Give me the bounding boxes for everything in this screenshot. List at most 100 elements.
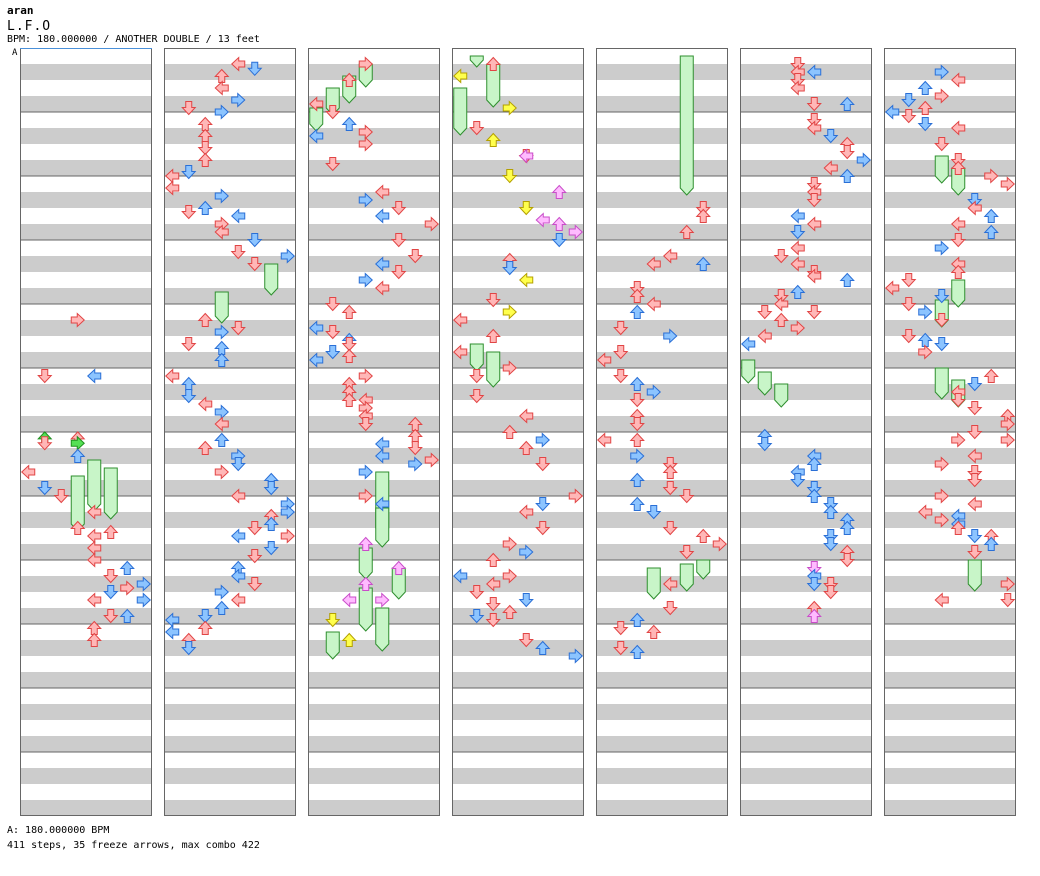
beat-stripe [452, 416, 584, 432]
beat-stripe [20, 512, 152, 528]
beat-stripe [452, 768, 584, 784]
beat-stripe [452, 640, 584, 656]
freeze-arrow [375, 507, 390, 548]
beat-stripe [740, 640, 872, 656]
beat-stripe [308, 352, 440, 368]
beat-stripe [452, 192, 584, 208]
beat-stripe [20, 352, 152, 368]
beat-stripe [596, 128, 728, 144]
beat-stripe [740, 416, 872, 432]
beat-stripe [884, 768, 1016, 784]
beat-stripe [164, 416, 296, 432]
beat-stripe [164, 384, 296, 400]
beat-stripe [596, 416, 728, 432]
beat-stripe [596, 320, 728, 336]
beat-stripe [452, 512, 584, 528]
beat-stripe [308, 416, 440, 432]
freeze-arrow [774, 383, 789, 408]
column-border [308, 48, 440, 816]
bpm-section-marker: A [12, 48, 18, 58]
beat-stripe [596, 288, 728, 304]
beat-stripe [308, 608, 440, 624]
beat-stripe [452, 608, 584, 624]
beat-stripe [452, 704, 584, 720]
freeze-arrow [934, 155, 949, 184]
chart-column [884, 48, 1016, 816]
beat-stripe [884, 192, 1016, 208]
beat-stripe [308, 320, 440, 336]
column-border [596, 48, 728, 816]
freeze-arrow [679, 55, 694, 196]
beat-stripe [596, 96, 728, 112]
chart-info: BPM: 180.000000 / ANOTHER DOUBLE / 13 fe… [7, 34, 260, 45]
beat-stripe [740, 192, 872, 208]
freeze-arrow [486, 351, 501, 388]
song-title: L.F.O [7, 19, 52, 34]
chart-column [596, 48, 728, 816]
freeze-arrow [375, 607, 390, 652]
beat-stripe [308, 480, 440, 496]
beat-stripe [308, 256, 440, 272]
beat-stripe [740, 704, 872, 720]
beat-stripe [20, 64, 152, 80]
beat-stripe [20, 800, 152, 816]
beat-stripe [308, 512, 440, 528]
beat-stripe [308, 96, 440, 112]
beat-stripe [20, 576, 152, 592]
beat-stripe [596, 192, 728, 208]
freeze-arrow [325, 631, 340, 660]
freeze-arrow [214, 291, 229, 324]
beat-stripe [596, 448, 728, 464]
beat-stripe [884, 704, 1016, 720]
beat-stripe [308, 544, 440, 560]
beat-stripe [740, 288, 872, 304]
beat-stripe [740, 96, 872, 112]
beat-stripe [20, 96, 152, 112]
beat-stripe [452, 544, 584, 560]
beat-stripe [740, 128, 872, 144]
beat-stripe [164, 640, 296, 656]
beat-stripe [20, 320, 152, 336]
beat-stripe [20, 480, 152, 496]
beat-stripe [740, 160, 872, 176]
freeze-arrow [358, 547, 373, 580]
beat-stripe [164, 480, 296, 496]
beat-stripe [164, 768, 296, 784]
freeze-arrow [967, 559, 982, 592]
chart-stats: 411 steps, 35 freeze arrows, max combo 4… [7, 840, 260, 851]
beat-stripe [452, 352, 584, 368]
beat-stripe [308, 736, 440, 752]
beat-stripe [452, 576, 584, 592]
chart-column [20, 48, 152, 816]
freeze-arrow [103, 467, 118, 520]
beat-stripe [164, 672, 296, 688]
beat-stripe [596, 736, 728, 752]
freeze-arrow [696, 559, 711, 580]
beat-stripe [596, 704, 728, 720]
beat-stripe [740, 320, 872, 336]
beat-stripe [596, 608, 728, 624]
beat-stripe [452, 96, 584, 112]
column-border [164, 48, 296, 816]
beat-stripe [164, 64, 296, 80]
column-border [452, 48, 584, 816]
beat-stripe [596, 800, 728, 816]
column-border [740, 48, 872, 816]
beat-stripe [452, 736, 584, 752]
beat-stripe [884, 160, 1016, 176]
beat-stripe [20, 608, 152, 624]
chart-column [740, 48, 872, 816]
beat-stripe [20, 224, 152, 240]
beat-stripe [308, 576, 440, 592]
beat-stripe [164, 736, 296, 752]
beat-stripe [596, 160, 728, 176]
beat-stripe [884, 512, 1016, 528]
beat-stripe [308, 448, 440, 464]
freeze-arrow [741, 359, 756, 384]
beat-stripe [452, 672, 584, 688]
beat-stripe [596, 384, 728, 400]
beat-stripe [164, 352, 296, 368]
beat-stripe [740, 576, 872, 592]
beat-stripe [884, 224, 1016, 240]
